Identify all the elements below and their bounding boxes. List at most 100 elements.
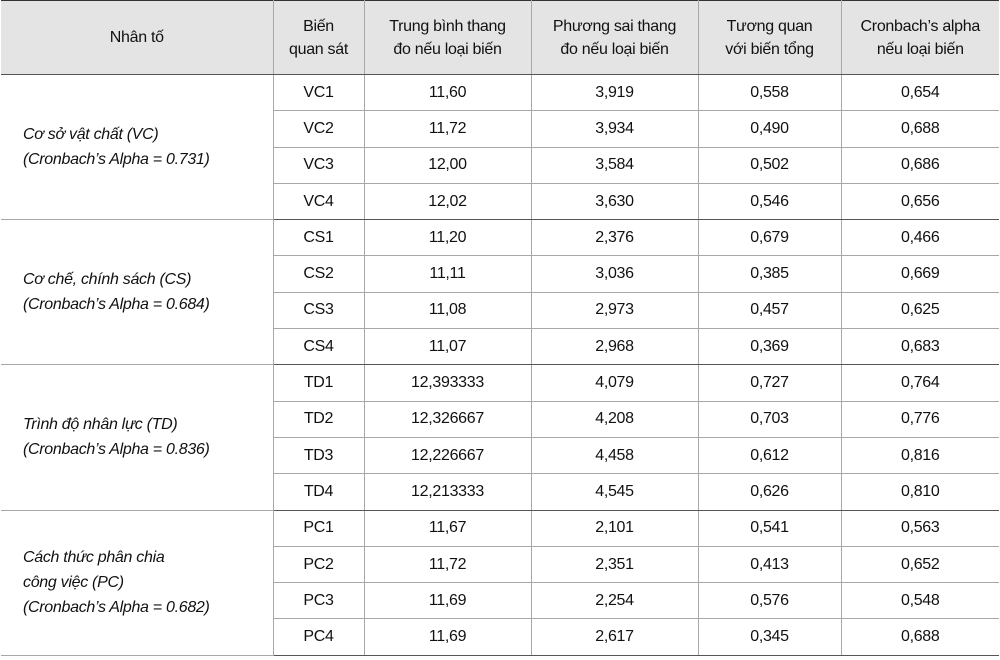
table-cell: 11,69 <box>363 618 532 656</box>
table-cell: 0,612 <box>697 436 842 475</box>
table-cell: VC1 <box>272 73 365 112</box>
table-row: Cách thức phân chia công việc (PC) (Cronba… <box>1 509 999 656</box>
factor-cell: Cơ sở vật chất (VC) (Cronbach’s Alpha = 0… <box>1 73 274 221</box>
table-cell: CS3 <box>272 291 365 330</box>
table-row: Cơ sở vật chất (VC) (Cronbach’s Alpha = 0… <box>1 73 999 221</box>
header-text: Nhân tố <box>109 29 164 46</box>
table-cell: 12,02 <box>363 182 532 221</box>
header-text: đo nếu loại biến <box>393 40 502 58</box>
table-row: Cơ chế, chính sách (CS) (Cronbach’s Alpha… <box>1 219 999 366</box>
table-cell: 2,968 <box>530 328 699 366</box>
table-cell: 3,934 <box>530 110 699 148</box>
table-cell: 3,036 <box>530 255 699 293</box>
factor-cell: Cách thức phân chia công việc (PC) (Cronba… <box>1 509 274 656</box>
table-cell: 0,686 <box>840 146 999 184</box>
table-cell: 0,466 <box>840 219 999 257</box>
table-cell: 0,688 <box>840 618 999 656</box>
header-text: Cronbach’s alpha <box>860 17 981 35</box>
factor-text: (Cronbach’s Alpha = 0.731) <box>23 151 210 169</box>
table-cell: 0,413 <box>697 545 842 584</box>
table-cell: 4,208 <box>530 400 699 438</box>
table-row: TD4 12,213333 4,545 0,626 0,810 <box>1 473 999 511</box>
table-cell: 2,376 <box>530 219 699 257</box>
table-cell: 0,816 <box>840 436 999 475</box>
factor-text: (Cronbach’s Alpha = 0.836) <box>23 441 210 459</box>
table-cell: PC4 <box>272 618 365 656</box>
table-cell: VC4 <box>272 182 365 221</box>
table-cell: 3,584 <box>530 146 699 184</box>
header-cell: Nhân tố <box>1 0 274 75</box>
table-cell: TD4 <box>272 473 365 511</box>
factor-cell: Cơ chế, chính sách (CS) (Cronbach’s Alpha… <box>1 219 274 366</box>
table-row: PC3 11,69 2,254 0,576 0,548 <box>1 582 999 620</box>
table-cell: 2,973 <box>530 291 699 330</box>
table-cell: 0,626 <box>697 473 842 511</box>
header-row: Nhân tố Biến quan sát Trung bình thang đo nế… <box>1 0 999 75</box>
table-cell: 3,919 <box>530 73 699 112</box>
table-cell: 0,490 <box>697 110 842 148</box>
table-row: Trình độ nhân lực (TD) (Cronbach’s Alpha … <box>1 364 999 511</box>
table-cell: 2,617 <box>530 618 699 656</box>
header-cell: Tương quan với biến tổng <box>697 0 842 75</box>
table-cell: 12,213333 <box>363 473 532 511</box>
header-cell: Phương sai thang đo nếu loại biến <box>530 0 699 75</box>
table-row: PC4 11,69 2,617 0,345 0,688 <box>1 618 999 656</box>
table-cell: 0,385 <box>697 255 842 293</box>
table-cell: 0,457 <box>697 291 842 330</box>
table-cell: 11,67 <box>363 509 532 547</box>
table-cell: 0,656 <box>840 182 999 221</box>
header-text: nếu loại biến <box>876 40 964 58</box>
table-row: VC3 12,00 3,584 0,502 0,686 <box>1 146 999 184</box>
factor-text: Cách thức phân chia <box>23 549 165 567</box>
factor-text: Trình độ nhân lực (TD) <box>23 416 178 434</box>
table-body: Cơ sở vật chất (VC) (Cronbach’s Alpha = 0… <box>1 73 999 656</box>
table-row: VC2 11,72 3,934 0,490 0,688 <box>1 110 999 148</box>
header-text: với biến tổng <box>725 40 814 58</box>
table-cell: 12,00 <box>363 146 532 184</box>
table-cell: 11,20 <box>363 219 532 257</box>
table-cell: CS2 <box>272 255 365 293</box>
table-cell: CS4 <box>272 328 365 366</box>
table-cell: 0,683 <box>840 328 999 366</box>
table-cell: 0,558 <box>697 73 842 112</box>
table-cell: 0,652 <box>840 545 999 584</box>
table-row: CS2 11,11 3,036 0,385 0,669 <box>1 255 999 293</box>
table-cell: 0,345 <box>697 618 842 656</box>
table-cell: 0,546 <box>697 182 842 221</box>
table-cell: 0,625 <box>840 291 999 330</box>
factor-text: Cơ chế, chính sách (CS) <box>23 271 192 289</box>
table-cell: 0,563 <box>840 509 999 547</box>
factor-text: Cơ sở vật chất (VC) <box>23 126 159 144</box>
table-cell: 11,11 <box>363 255 532 293</box>
table-cell: 2,351 <box>530 545 699 584</box>
table-cell: TD3 <box>272 436 365 475</box>
table-cell: TD2 <box>272 400 365 438</box>
table-cell: 4,079 <box>530 364 699 402</box>
table-cell: 2,101 <box>530 509 699 547</box>
table-cell: 0,502 <box>697 146 842 184</box>
table-cell: 0,576 <box>697 582 842 620</box>
table-cell: VC2 <box>272 110 365 148</box>
table-cell: 0,669 <box>840 255 999 293</box>
factor-text: (Cronbach’s Alpha = 0.684) <box>23 296 210 314</box>
header-cell: Trung bình thang đo nếu loại biến <box>363 0 532 75</box>
table-cell: 0,654 <box>840 73 999 112</box>
table-cell: PC3 <box>272 582 365 620</box>
table-cell: 11,08 <box>363 291 532 330</box>
table-cell: CS1 <box>272 219 365 257</box>
factor-text: (Cronbach’s Alpha = 0.682) <box>23 599 210 617</box>
table-cell: 0,703 <box>697 400 842 438</box>
table-cell: 11,72 <box>363 110 532 148</box>
table-cell: 11,72 <box>363 545 532 584</box>
table-cell: 12,326667 <box>363 400 532 438</box>
table-cell: 12,226667 <box>363 436 532 475</box>
table-cell: 3,630 <box>530 182 699 221</box>
factor-text: công việc (PC) <box>23 574 124 592</box>
table-cell: 11,07 <box>363 328 532 366</box>
table-cell: 4,545 <box>530 473 699 511</box>
factor-cell: Trình độ nhân lực (TD) (Cronbach’s Alpha … <box>1 364 274 511</box>
table-cell: TD1 <box>272 364 365 402</box>
table-cell: 2,254 <box>530 582 699 620</box>
